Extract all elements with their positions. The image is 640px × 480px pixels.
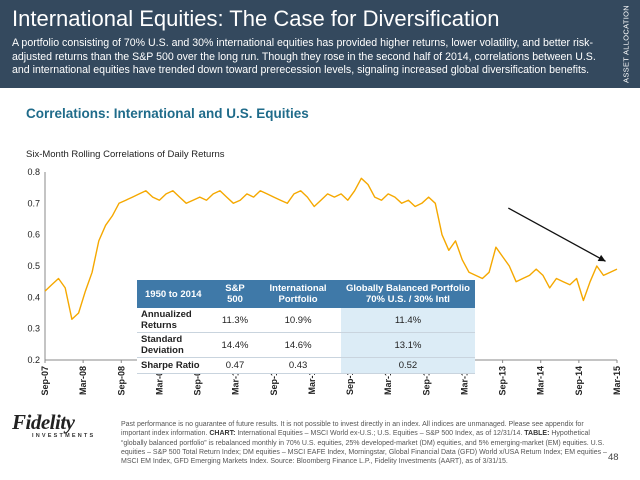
table-header-row: 1950 to 2014 S&P 500 International Portf… [137,280,475,308]
footnote-disclaimer: Past performance is no guarantee of futu… [121,421,584,438]
y-tick-label: 0.3 [27,324,40,334]
x-tick-label: Mar-08 [78,366,88,395]
row-label: Annualized Returns [137,308,215,333]
page-number: 48 [608,452,619,463]
correlation-chart: Six-Month Rolling Correlations of Daily … [26,149,622,396]
chart-title: Six-Month Rolling Correlations of Daily … [26,149,225,160]
cell-intl: 0.43 [255,357,341,374]
x-tick-label: Mar-11 [307,366,317,395]
page-subtitle: A portfolio consisting of 70% U.S. and 3… [12,37,596,76]
header-banner: International Equities: The Case for Div… [0,0,640,88]
x-tick-label: Sep-07 [40,366,50,396]
y-tick-label: 0.5 [27,261,40,271]
y-tick-label: 0.6 [27,230,40,240]
table-header-balanced: Globally Balanced Portfolio 70% U.S. / 3… [340,280,475,308]
cell-sp500: 11.3% [214,308,256,333]
x-tick-label: Mar-14 [536,366,546,395]
side-tag: ASSET ALLOCATION [616,4,636,84]
cell-balanced: 11.4% [340,308,475,333]
table-row: Sharpe Ratio 0.47 0.43 0.52 [137,357,475,374]
trend-arrow-head [597,254,606,262]
section-title: Correlations: International and U.S. Equ… [26,106,309,121]
x-tick-label: Sep-09 [193,366,203,396]
footnote-chart-text: International Equities – MSCI World ex-U… [237,430,523,438]
cell-balanced: 0.52 [340,357,475,374]
x-tick-label: Sep-13 [498,366,508,396]
x-tick-label: Mar-15 [612,366,622,395]
cell-intl: 10.9% [255,308,341,333]
table-header-intl: International Portfolio [255,280,341,308]
x-tick-label: Sep-08 [116,366,126,396]
cell-sp500: 0.47 [214,357,256,374]
table-header-sp500: S&P 500 [214,280,256,308]
cell-balanced: 13.1% [340,332,475,358]
returns-table: 1950 to 2014 S&P 500 International Portf… [137,280,475,374]
page-title: International Equities: The Case for Div… [12,6,500,31]
fidelity-logo: Fidelity INVESTMENTS [12,410,112,440]
table-row: Annualized Returns 11.3% 10.9% 11.4% [137,308,475,333]
y-tick-label: 0.2 [27,355,40,365]
footnote: Past performance is no guarantee of futu… [121,420,611,466]
logo-wordmark: Fidelity [12,410,75,434]
x-tick-label: Mar-12 [383,366,393,395]
footnote-table-label: TABLE: [524,430,550,438]
y-tick-label: 0.8 [27,167,40,177]
trend-arrow-line [508,207,606,262]
footnote-chart-label: CHART: [209,430,236,438]
table-header-period: 1950 to 2014 [137,280,215,308]
x-tick-label: Mar-13 [459,366,469,395]
y-tick-label: 0.4 [27,292,40,302]
logo-subtitle: INVESTMENTS [32,433,96,439]
cell-sp500: 14.4% [214,332,256,358]
correlation-series-line [44,177,618,321]
row-label: Sharpe Ratio [137,357,215,374]
x-tick-label: Mar-10 [231,366,241,395]
y-tick-label: 0.7 [27,198,40,208]
x-tick-label: Sep-12 [421,366,431,396]
footnote-table-text: Hypothetical “globally balanced portfoli… [121,430,607,466]
x-tick-label: Sep-10 [269,366,279,396]
x-tick-label: Mar-09 [154,366,164,395]
cell-intl: 14.6% [255,332,341,358]
table-row: Standard Deviation 14.4% 14.6% 13.1% [137,332,475,358]
x-tick-label: Sep-14 [574,366,584,396]
x-tick-label: Sep-11 [345,366,355,395]
row-label: Standard Deviation [137,332,215,358]
side-tag-label: ASSET ALLOCATION [621,5,631,83]
